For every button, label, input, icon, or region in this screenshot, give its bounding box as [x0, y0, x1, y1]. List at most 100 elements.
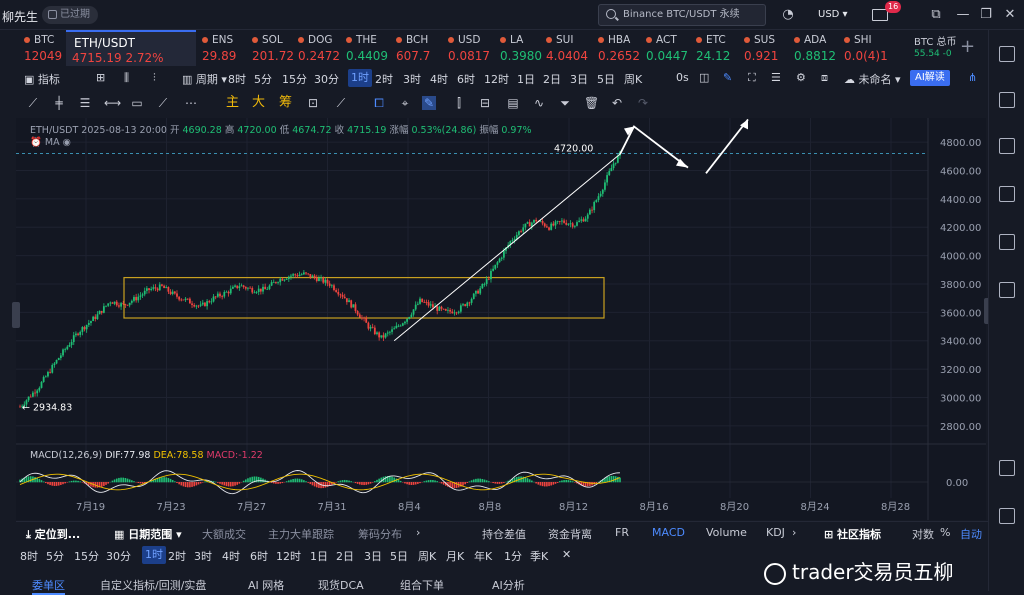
bottom-timeframe-11[interactable]: 2日: [336, 548, 354, 564]
cloud-save-button[interactable]: ☁ 未命名 ▾: [844, 71, 901, 87]
timeframe-6[interactable]: 3时: [403, 71, 421, 87]
bottom-timeframe-16[interactable]: 年K: [474, 548, 492, 564]
magnet-icon[interactable]: ⧠: [372, 96, 386, 110]
compare-icon[interactable]: ⫼: [124, 71, 129, 85]
indicator-tab-3[interactable]: 持仓差值: [482, 526, 526, 542]
undo-icon[interactable]: ↶: [610, 96, 624, 110]
percent-toggle[interactable]: %: [940, 526, 950, 539]
bottom-tab-0[interactable]: 委单区: [32, 577, 65, 595]
bottom-timeframe-1[interactable]: 5分: [46, 548, 64, 564]
grid-icon[interactable]: ☰: [771, 71, 781, 84]
more-tools-icon[interactable]: ⋯: [184, 96, 198, 110]
bottom-timeframe-10[interactable]: 1日: [310, 548, 328, 564]
date-range-button[interactable]: ▦ 日期范围 ▾: [114, 526, 182, 542]
expired-badge[interactable]: 已过期: [42, 6, 98, 24]
indicator-tab-8[interactable]: KDJ: [766, 526, 785, 539]
timeframe-2[interactable]: 15分: [282, 71, 307, 87]
measure-icon[interactable]: ⟋: [334, 96, 348, 110]
indicator-tab-4[interactable]: 资金背离: [548, 526, 592, 542]
chip-tool[interactable]: 筹: [279, 96, 292, 110]
pencil-icon[interactable]: ✎: [422, 96, 436, 110]
timeframe-7[interactable]: 4时: [430, 71, 448, 87]
indicator-tab-5[interactable]: FR: [615, 526, 629, 539]
timeframe-3[interactable]: 30分: [314, 71, 339, 87]
layout-icon[interactable]: ⊞: [96, 71, 105, 84]
timeframe-13[interactable]: 5日: [597, 71, 615, 87]
auto-scale-toggle[interactable]: 自动: [960, 526, 982, 542]
indicator-tab-6[interactable]: MACD: [652, 526, 685, 539]
bottom-timeframe-12[interactable]: 3日: [364, 548, 382, 564]
bell-icon[interactable]: ◔: [780, 7, 796, 23]
close-timeframes-icon[interactable]: ✕: [562, 548, 571, 561]
timeframe-9[interactable]: 12时: [484, 71, 509, 87]
note-icon[interactable]: ▤: [506, 96, 520, 110]
timeframe-0[interactable]: 8时: [228, 71, 246, 87]
bottom-timeframe-2[interactable]: 15分: [74, 548, 99, 564]
indicator-tab-2[interactable]: 筹码分布: [358, 526, 402, 542]
bottom-timeframe-5[interactable]: 2时: [168, 548, 186, 564]
symbol-search[interactable]: Binance BTC/USDT 永续: [598, 4, 766, 26]
settings-icon[interactable]: ⚙: [796, 71, 806, 84]
currency-select[interactable]: USD ▾: [818, 9, 848, 20]
main-force-tool[interactable]: 主: [226, 96, 239, 110]
fullscreen-icon[interactable]: ⛶: [748, 71, 756, 85]
dollar-icon[interactable]: [999, 138, 1015, 154]
brush-icon[interactable]: ⟋: [156, 96, 170, 110]
ma-label[interactable]: ⏰ MA ◉: [30, 137, 71, 148]
layout-panel-icon[interactable]: [999, 282, 1015, 298]
ticker-btc-total[interactable]: BTC 总币 55.54 -0: [912, 30, 962, 66]
bottom-timeframe-6[interactable]: 3时: [194, 548, 212, 564]
bottom-timeframe-18[interactable]: 季K: [530, 548, 548, 564]
timeframe-8[interactable]: 6时: [457, 71, 475, 87]
timeframe-5[interactable]: 2时: [375, 71, 393, 87]
lock-icon[interactable]: ⊟: [478, 96, 492, 110]
orderbook-icon[interactable]: [999, 46, 1015, 62]
share-icon[interactable]: ⋔: [968, 71, 977, 84]
indicator-tab-1[interactable]: 主力大单跟踪: [268, 526, 334, 542]
username[interactable]: 柳先生: [2, 8, 38, 25]
scroll-right-icon[interactable]: ›: [416, 526, 420, 539]
camera-icon[interactable]: ◫: [699, 71, 709, 84]
redo-icon[interactable]: ↷: [636, 96, 650, 110]
bottom-timeframe-3[interactable]: 30分: [106, 548, 131, 564]
position-icon[interactable]: ⊡: [306, 96, 320, 110]
bottom-timeframe-8[interactable]: 6时: [250, 548, 268, 564]
bottom-timeframe-9[interactable]: 12时: [276, 548, 301, 564]
rectangle-icon[interactable]: ▭: [130, 96, 144, 110]
log-scale-toggle[interactable]: 对数: [912, 526, 934, 542]
timeframe-1[interactable]: 5分: [254, 71, 272, 87]
bottom-timeframe-14[interactable]: 周K: [418, 548, 436, 564]
indicator-tab-7[interactable]: Volume: [706, 526, 747, 539]
minimize-icon[interactable]: —: [955, 7, 971, 23]
candle-type-icon[interactable]: ⫶: [153, 71, 156, 85]
list-icon[interactable]: [999, 92, 1015, 108]
filter-icon[interactable]: ⏷: [558, 96, 572, 110]
timeframe-12[interactable]: 3日: [570, 71, 588, 87]
bottom-timeframe-7[interactable]: 4时: [222, 548, 240, 564]
timeframe-10[interactable]: 1日: [517, 71, 535, 87]
left-collapse-handle[interactable]: [12, 302, 20, 328]
maximize-icon[interactable]: ❐: [978, 7, 994, 23]
bottom-timeframe-17[interactable]: 1分: [504, 548, 522, 564]
community-indicators-button[interactable]: ⊞ 社区指标: [824, 526, 881, 542]
timeframe-14[interactable]: 周K: [624, 71, 642, 87]
add-ticker-icon[interactable]: +: [960, 36, 975, 57]
draw-pen-icon[interactable]: ✎: [723, 71, 732, 84]
chart-icon[interactable]: [999, 234, 1015, 250]
scroll-right-icon-2[interactable]: ›: [792, 526, 796, 539]
